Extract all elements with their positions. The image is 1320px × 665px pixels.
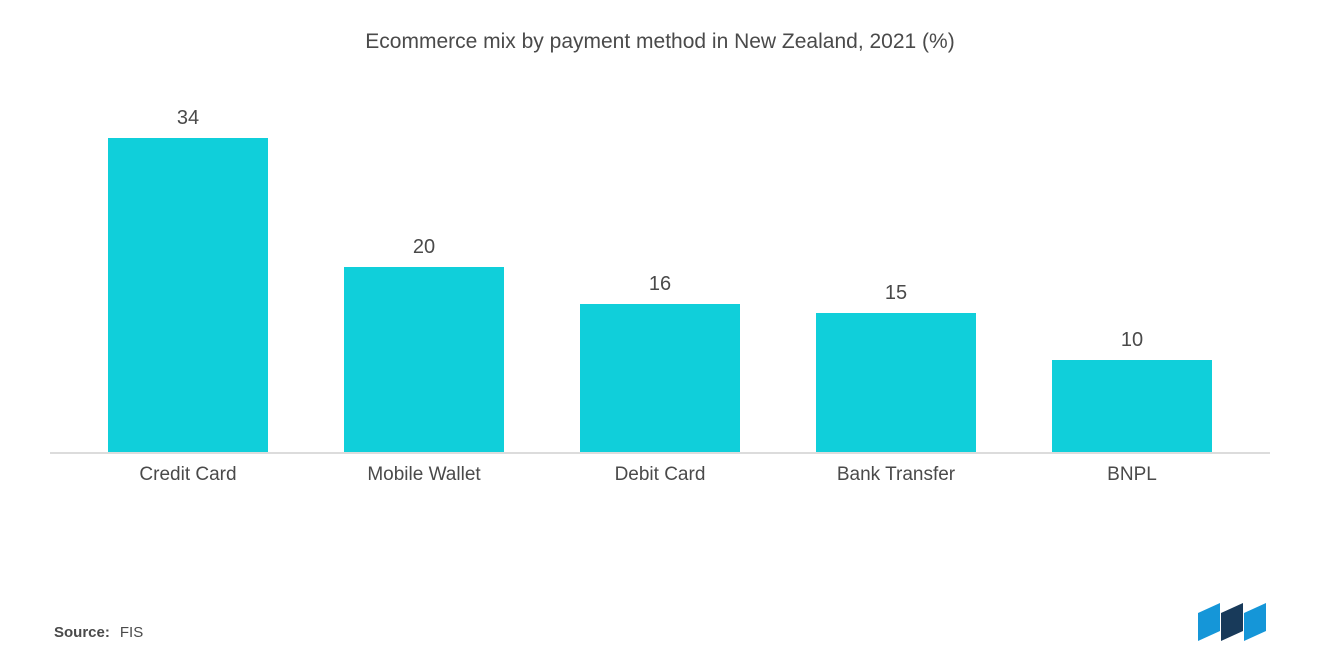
bar-value-label: 20 xyxy=(413,236,435,259)
bar xyxy=(1052,360,1212,453)
x-axis-label: Mobile Wallet xyxy=(344,464,504,486)
bar-plot: 34 20 16 15 10 xyxy=(50,84,1270,454)
chart-footer: Source: FIS xyxy=(50,603,1270,645)
x-axis-label: BNPL xyxy=(1052,464,1212,486)
x-axis-label: Credit Card xyxy=(108,464,268,486)
bar-value-label: 15 xyxy=(885,282,907,305)
bar xyxy=(580,304,740,452)
source-label: Source: xyxy=(54,624,110,641)
plot-area: 34 20 16 15 10 Credit Card Mobile Wallet Debit… xyxy=(50,84,1270,553)
logo-icon xyxy=(1198,603,1266,641)
x-axis-label: Bank Transfer xyxy=(816,464,976,486)
brand-logo xyxy=(1198,603,1266,641)
bar-value-label: 16 xyxy=(649,273,671,296)
bar-column: 16 xyxy=(580,273,740,452)
bar-value-label: 34 xyxy=(177,107,199,130)
bar-column: 15 xyxy=(816,282,976,452)
bar xyxy=(344,267,504,452)
bar-column: 10 xyxy=(1052,329,1212,453)
chart-container: Ecommerce mix by payment method in New Z… xyxy=(0,0,1320,665)
chart-title: Ecommerce mix by payment method in New Z… xyxy=(50,30,1270,54)
bar-column: 20 xyxy=(344,236,504,452)
source-value: FIS xyxy=(120,624,143,641)
source-attribution: Source: FIS xyxy=(54,624,143,641)
bar-column: 34 xyxy=(108,107,268,453)
x-axis-label: Debit Card xyxy=(580,464,740,486)
x-axis-labels: Credit Card Mobile Wallet Debit Card Bank T… xyxy=(50,454,1270,486)
bar xyxy=(816,313,976,452)
bar-value-label: 10 xyxy=(1121,329,1143,352)
bar xyxy=(108,138,268,453)
